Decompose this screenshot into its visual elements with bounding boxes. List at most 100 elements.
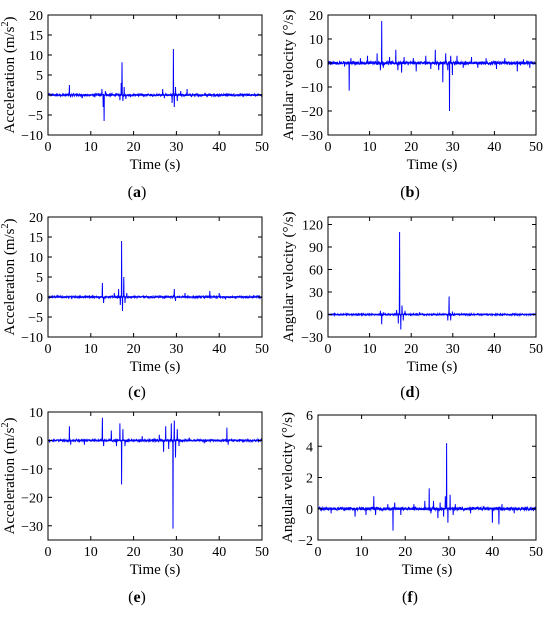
plot-frame: [317, 414, 537, 541]
y-tick-label: −10: [301, 81, 323, 96]
x-tick-label: 40: [212, 545, 226, 560]
y-tick-label: 120: [302, 219, 323, 234]
y-tick-label: −10: [21, 463, 43, 478]
panel-c: 0 10 20 30 40 50 −10 −5 0 5 10 15 20 Time (s) Accelera…: [0, 211, 269, 401]
plot-frame: [327, 216, 537, 338]
y-tick-label: 0: [316, 309, 323, 324]
x-tick-label: 50: [529, 545, 543, 560]
y-tick-label: 10: [29, 49, 43, 64]
y-axis-label: Acceleration (m/s2): [0, 16, 18, 133]
x-axis-label: Time (s): [130, 359, 181, 375]
y-tick-label: 0: [316, 57, 323, 72]
panel-caption: (d): [400, 384, 420, 401]
panel-caption: (f): [402, 589, 418, 606]
x-tick-label: 0: [315, 545, 322, 560]
y-tick-label: 15: [29, 231, 43, 246]
x-tick-label: 40: [212, 140, 226, 155]
y-tick-label: 30: [309, 286, 323, 301]
y-tick-label: 4: [306, 440, 313, 455]
y-tick-label: −30: [301, 331, 323, 346]
x-axis-label: Time (s): [407, 157, 458, 173]
y-axis-label: Acceleration (m/s2): [0, 417, 18, 534]
x-tick-label: 10: [363, 140, 377, 155]
y-tick-label: 10: [29, 251, 43, 266]
x-tick-label: 10: [84, 140, 98, 155]
y-tick-label: 10: [309, 33, 323, 48]
x-tick-label: 20: [127, 140, 141, 155]
x-tick-label: 30: [169, 140, 183, 155]
y-tick-label: 10: [29, 406, 43, 421]
x-tick-label: 30: [169, 545, 183, 560]
x-tick-label: 50: [255, 545, 269, 560]
y-axis-label: Angular velocity (°/s): [281, 212, 297, 343]
signal-line: [47, 48, 263, 122]
y-axis-label: Acceleration (m/s2): [0, 218, 18, 335]
x-tick-label: 30: [446, 140, 460, 155]
x-tick-label: 20: [127, 545, 141, 560]
y-tick-label: 5: [36, 69, 43, 84]
plot-frame: [47, 216, 263, 338]
x-tick-label: 40: [212, 342, 226, 357]
panel-e: 0 10 20 30 40 50 −30 −20 −10 0 10 Time (s) Accelerat…: [0, 406, 269, 606]
y-tick-label: 20: [309, 9, 323, 24]
y-tick-label: 20: [29, 9, 43, 24]
x-tick-label: 40: [485, 545, 499, 560]
panel-b: 0 10 20 30 40 50 −30 −20 −10 0 10 20 Time (s) Angular…: [281, 9, 543, 201]
x-tick-label: 0: [45, 140, 52, 155]
x-axis-label: Time (s): [130, 157, 181, 173]
x-tick-label: 10: [84, 545, 98, 560]
x-tick-label: 0: [325, 140, 332, 155]
y-tick-label: 0: [36, 434, 43, 449]
x-tick-label: 40: [487, 140, 501, 155]
y-tick-label: 0: [36, 291, 43, 306]
x-tick-label: 0: [45, 545, 52, 560]
signal-line: [47, 417, 263, 529]
y-tick-label: −30: [21, 520, 43, 535]
panel-caption: (a): [128, 184, 147, 201]
x-tick-label: 20: [398, 545, 412, 560]
signal-line: [47, 240, 263, 312]
y-axis-label: Angular velocity (°/s): [280, 412, 296, 543]
plot-frame: [327, 14, 537, 136]
x-tick-label: 0: [45, 342, 52, 357]
y-tick-label: −2: [298, 534, 313, 549]
x-tick-label: 50: [255, 342, 269, 357]
y-tick-label: −20: [21, 491, 43, 506]
x-tick-label: 10: [84, 342, 98, 357]
x-tick-label: 30: [446, 342, 460, 357]
plot-frame: [47, 411, 263, 541]
x-tick-label: 30: [442, 545, 456, 560]
y-tick-label: 2: [306, 472, 313, 487]
panel-caption: (e): [128, 589, 146, 606]
x-tick-label: 50: [529, 140, 543, 155]
panel-a: 0 10 20 30 40 50 −10 −5 0 5 10 15 20 Time (s) Accelera…: [0, 9, 269, 201]
x-tick-label: 10: [355, 545, 369, 560]
y-tick-label: 60: [309, 264, 323, 279]
plot-frame: [47, 14, 263, 136]
y-tick-label: −30: [301, 129, 323, 144]
x-axis-label: Time (s): [407, 359, 458, 375]
x-tick-label: 50: [255, 140, 269, 155]
y-tick-label: −5: [28, 109, 43, 124]
y-tick-label: −5: [28, 311, 43, 326]
x-axis-label: Time (s): [130, 562, 181, 578]
y-tick-label: −10: [21, 129, 43, 144]
y-tick-label: −10: [21, 331, 43, 346]
panel-caption: (c): [128, 384, 146, 401]
y-tick-label: 5: [36, 271, 43, 286]
x-tick-label: 20: [127, 342, 141, 357]
y-tick-label: 15: [29, 29, 43, 44]
y-tick-label: 0: [306, 503, 313, 518]
y-tick-label: −20: [301, 105, 323, 120]
x-tick-label: 50: [529, 342, 543, 357]
x-tick-label: 20: [404, 342, 418, 357]
x-tick-label: 40: [487, 342, 501, 357]
y-tick-label: 90: [309, 241, 323, 256]
y-axis-label: Angular velocity (°/s): [281, 10, 297, 141]
signal-line: [327, 231, 537, 330]
y-tick-label: 6: [306, 409, 313, 424]
signal-line: [327, 20, 537, 112]
